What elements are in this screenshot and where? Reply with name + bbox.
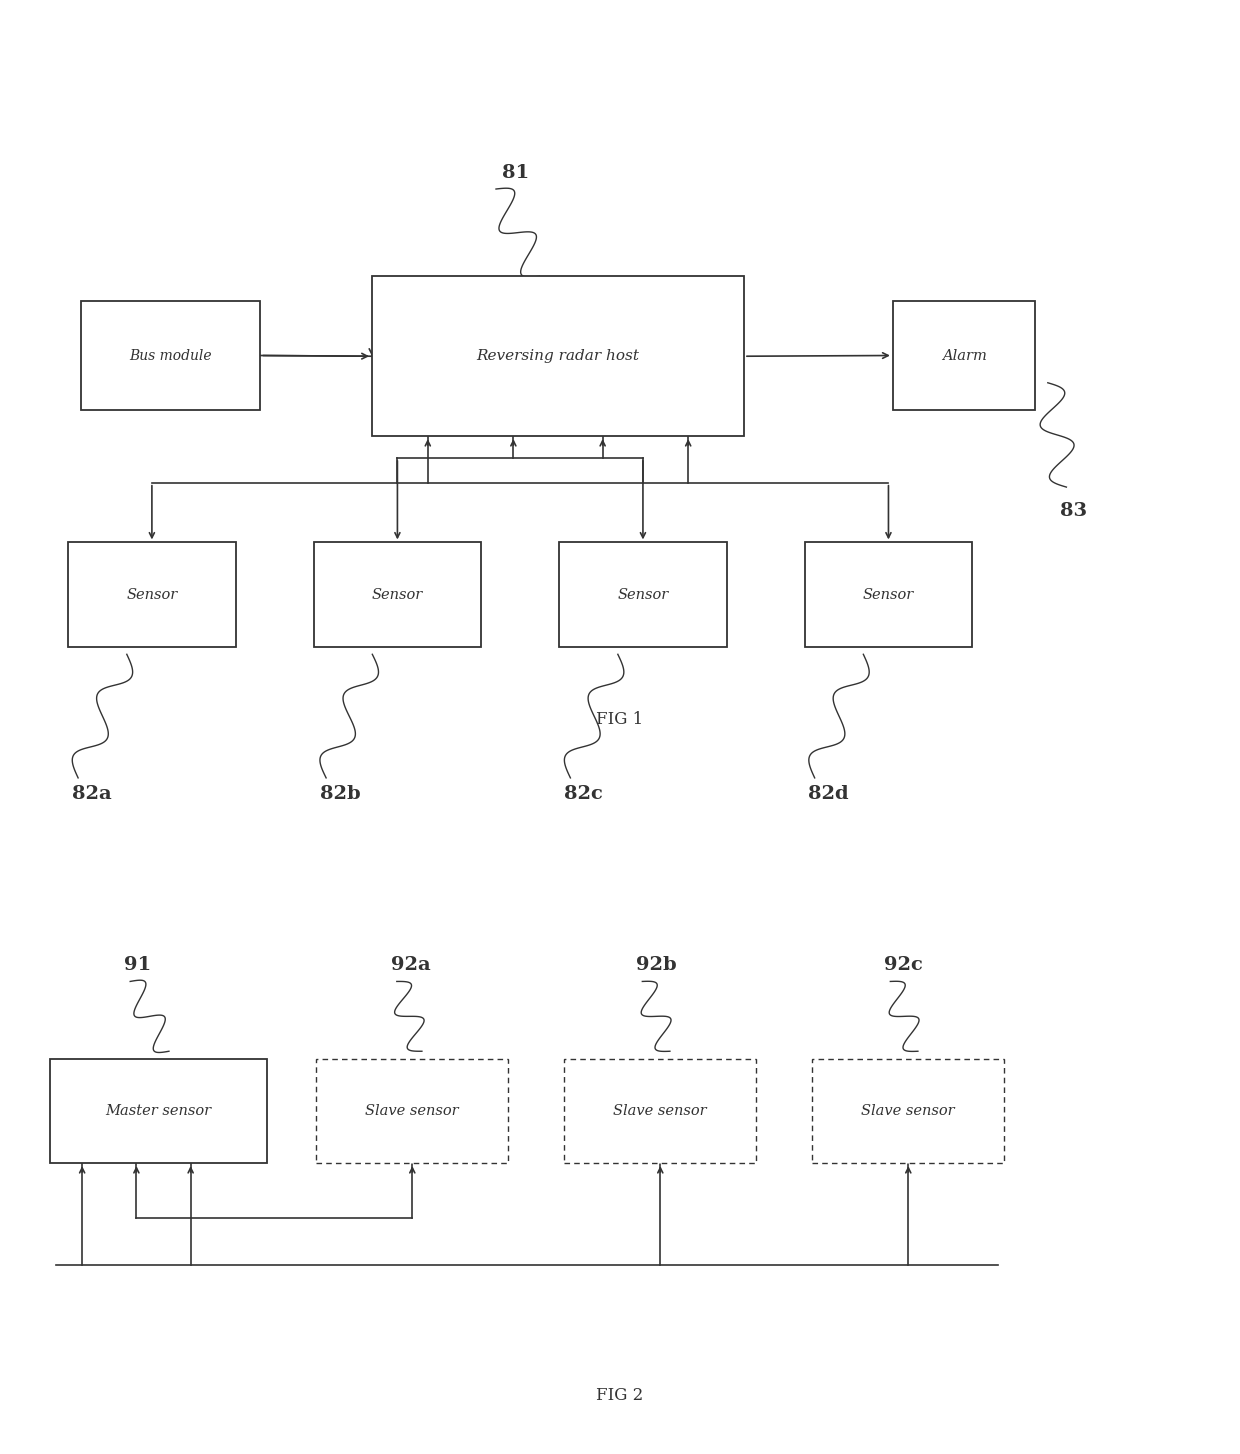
Text: 83: 83	[1060, 502, 1087, 519]
Text: Sensor: Sensor	[372, 587, 423, 602]
Bar	[50, 1059, 267, 1163]
Bar	[805, 542, 972, 647]
Bar	[314, 542, 481, 647]
Text: 82c: 82c	[564, 785, 603, 803]
Text: FIG 1: FIG 1	[596, 711, 644, 728]
Text: Slave sensor: Slave sensor	[614, 1104, 707, 1118]
Text: Reversing radar host: Reversing radar host	[476, 349, 640, 364]
Text: Sensor: Sensor	[863, 587, 914, 602]
Text: Alarm: Alarm	[941, 349, 987, 362]
Text: 92b: 92b	[636, 957, 677, 974]
Text: 82d: 82d	[808, 785, 849, 803]
Text: Sensor: Sensor	[618, 587, 668, 602]
Text: 82a: 82a	[72, 785, 112, 803]
Bar	[559, 542, 727, 647]
Text: 91: 91	[124, 957, 151, 974]
Text: Sensor: Sensor	[126, 587, 177, 602]
Text: 92c: 92c	[884, 957, 923, 974]
Bar	[893, 301, 1035, 410]
Bar	[316, 1059, 508, 1163]
Bar	[372, 276, 744, 436]
Bar	[812, 1059, 1004, 1163]
Text: Slave sensor: Slave sensor	[862, 1104, 955, 1118]
Text: Master sensor: Master sensor	[105, 1104, 211, 1118]
Text: Bus module: Bus module	[129, 349, 212, 362]
Text: FIG 2: FIG 2	[596, 1387, 644, 1405]
Bar	[81, 301, 260, 410]
Text: 82b: 82b	[320, 785, 361, 803]
Text: 92a: 92a	[391, 957, 430, 974]
Text: 81: 81	[502, 164, 529, 182]
Bar	[564, 1059, 756, 1163]
Bar	[68, 542, 236, 647]
Text: Slave sensor: Slave sensor	[366, 1104, 459, 1118]
